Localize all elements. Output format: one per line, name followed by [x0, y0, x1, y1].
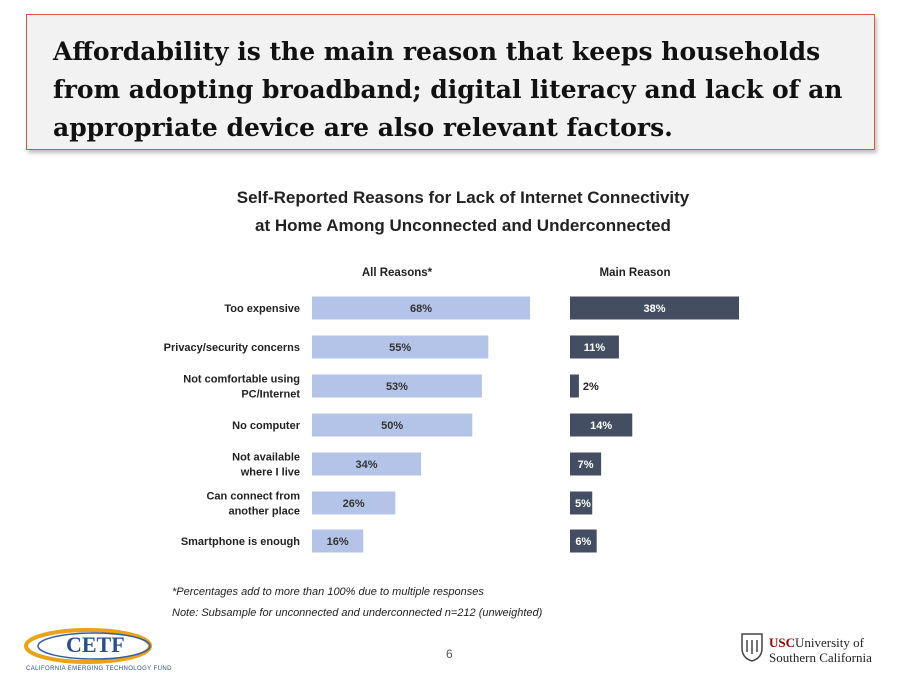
category-label: Not available where I live: [232, 452, 300, 479]
bar-main-reason: [570, 335, 619, 359]
series-header-main-reason: Main Reason: [600, 267, 671, 279]
usc-line-1: University of: [795, 635, 864, 650]
footnotes: *Percentages add to more than 100% due t…: [172, 582, 542, 624]
data-label-all-reasons: 34%: [355, 459, 377, 471]
data-label-all-reasons: 68%: [410, 303, 432, 315]
footnote-sample-size: Note: Subsample for unconnected and unde…: [172, 607, 543, 619]
usc-logo: USCUniversity of Southern California: [740, 632, 890, 672]
bar-all-reasons: [312, 491, 396, 515]
bar-main-reason: [570, 296, 739, 320]
data-label-all-reasons: 16%: [327, 536, 349, 548]
data-label-main-reason: 11%: [584, 342, 606, 354]
data-label-all-reasons: 55%: [389, 342, 411, 354]
usc-mark: USC: [769, 635, 796, 650]
headline-line-1: Affordability is the main reason that ke…: [53, 37, 821, 66]
usc-seal-icon: [741, 633, 763, 662]
headline-line-3: appropriate device are also relevant fac…: [53, 113, 673, 142]
bar-main-reason: [570, 529, 597, 553]
data-label-all-reasons: 26%: [343, 498, 365, 510]
footnote-multiple-responses: *Percentages add to more than 100% due t…: [172, 586, 484, 598]
bar-all-reasons: [312, 335, 489, 359]
bar-main-reason: [570, 413, 633, 437]
data-label-main-reason: 2%: [583, 381, 599, 393]
category-label: No computer: [232, 420, 301, 432]
bar-all-reasons: [312, 529, 364, 553]
category-label: Can connect from another place: [206, 491, 300, 518]
chart-title-line-2: at Home Among Unconnected and Underconne…: [255, 216, 671, 235]
headline-box: Affordability is the main reason that ke…: [26, 14, 875, 150]
data-label-main-reason: 7%: [578, 459, 594, 471]
bar-all-reasons: [312, 374, 482, 398]
category-label: Smartphone is enough: [181, 536, 300, 548]
chart-title: Self-Reported Reasons for Lack of Intern…: [0, 184, 903, 240]
bar-main-reason: [570, 374, 579, 398]
chart-title-line-1: Self-Reported Reasons for Lack of Intern…: [236, 188, 690, 207]
cetf-logo-text: CETF: [66, 632, 125, 657]
series-header-all-reasons: All Reasons*: [362, 267, 433, 279]
headline-line-2: from adopting broadband; digital literac…: [53, 75, 843, 104]
category-label: Too expensive: [224, 303, 300, 315]
data-label-all-reasons: 53%: [386, 381, 408, 393]
bar-main-reason: [570, 491, 593, 515]
cetf-logo: CETF CALIFORNIA EMERGING TECHNOLOGY FUND: [24, 628, 172, 672]
bar-all-reasons: [312, 296, 530, 320]
bar-chart: All Reasons* Main Reason Too expensive 68% 3…: [164, 267, 739, 553]
usc-line-2: Southern California: [769, 650, 872, 665]
category-label: Privacy/security concerns: [164, 342, 300, 354]
bar-all-reasons: [312, 452, 421, 476]
data-label-main-reason: 14%: [590, 420, 612, 432]
data-label-main-reason: 6%: [575, 536, 591, 548]
data-label-all-reasons: 50%: [381, 420, 403, 432]
data-label-main-reason: 5%: [575, 498, 591, 510]
category-label: Not comfortable using PC/Internet: [183, 374, 300, 401]
bar-main-reason: [570, 452, 602, 476]
cetf-logo-tagline: CALIFORNIA EMERGING TECHNOLOGY FUND: [26, 666, 172, 672]
page-number: 6: [446, 647, 453, 661]
bar-all-reasons: [312, 413, 473, 437]
data-label-main-reason: 38%: [643, 303, 665, 315]
